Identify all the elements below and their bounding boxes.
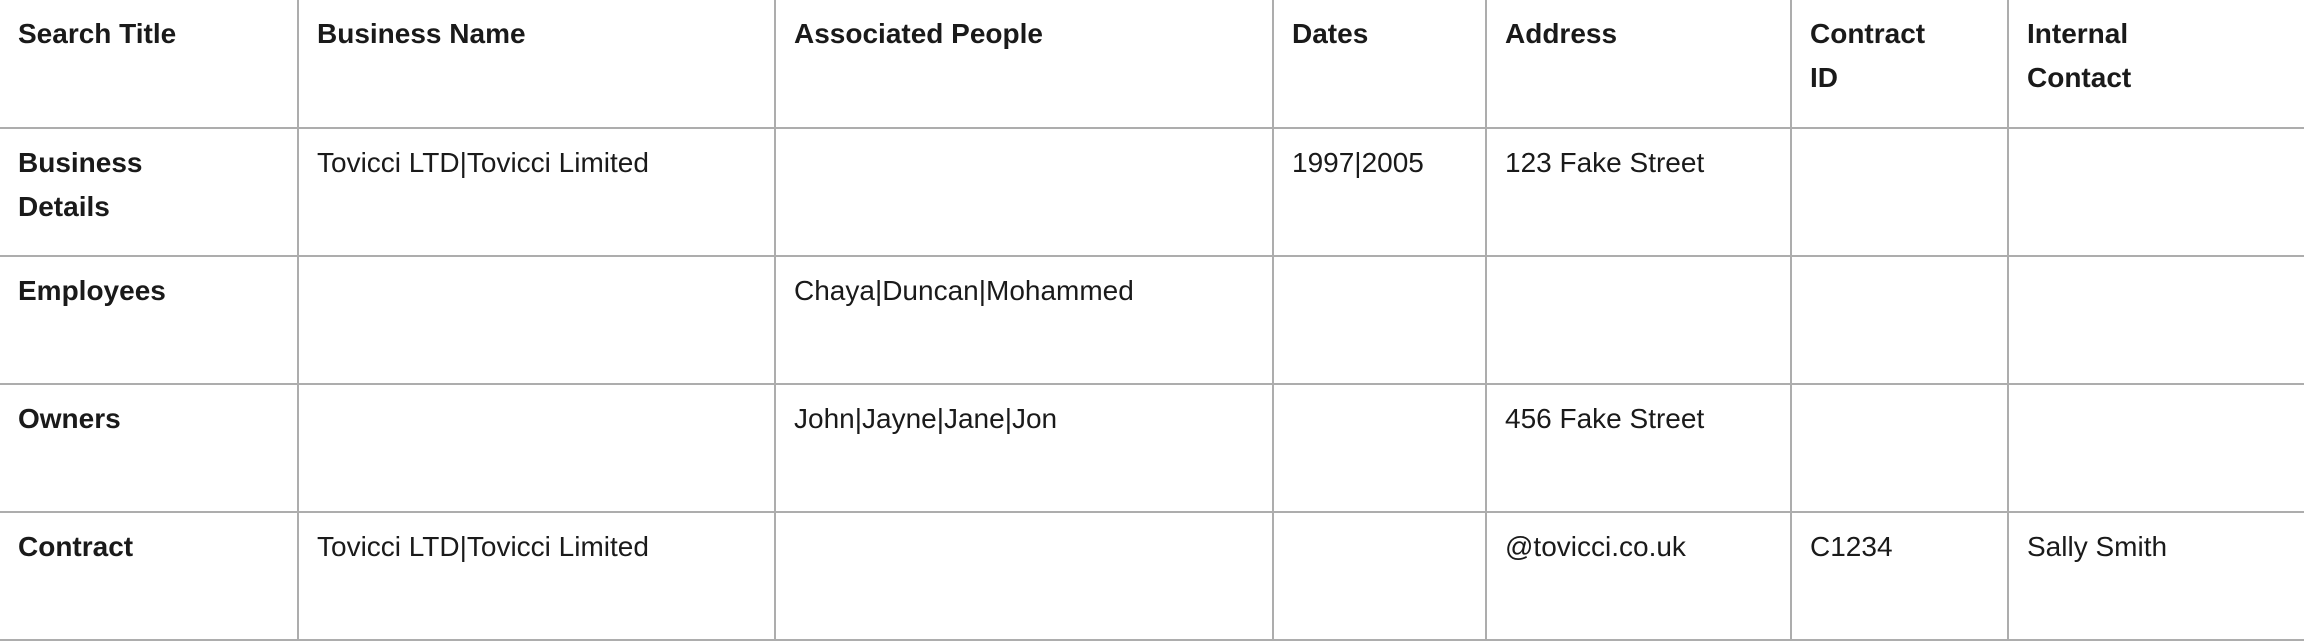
cell-internal-contact (2008, 384, 2304, 513)
cell-contract-id (1791, 384, 2009, 513)
cell-contract-id (1791, 256, 2009, 385)
column-header-internal-contact: Internal Contact (2008, 0, 2304, 129)
cell-address: 123 Fake Street (1486, 128, 1792, 257)
column-header-dates: Dates (1273, 0, 1487, 129)
cell-associated-people (775, 128, 1274, 257)
cell-associated-people: Chaya|Duncan|Mohammed (775, 256, 1274, 385)
table-row: Contract Tovicci LTD|Tovicci Limited @to… (0, 512, 2304, 641)
cell-internal-contact (2008, 128, 2304, 257)
cell-dates (1273, 512, 1487, 641)
cell-internal-contact (2008, 256, 2304, 385)
column-header-search-title: Search Title (0, 0, 299, 129)
cell-business-name: Tovicci LTD|Tovicci Limited (298, 128, 776, 257)
cell-dates: 1997|2005 (1273, 128, 1487, 257)
cell-address (1486, 256, 1792, 385)
column-header-contract-id: Contract ID (1791, 0, 2009, 129)
cell-associated-people: John|Jayne|Jane|Jon (775, 384, 1274, 513)
cell-dates (1273, 256, 1487, 385)
column-header-address: Address (1486, 0, 1792, 129)
cell-address: @tovicci.co.uk (1486, 512, 1792, 641)
table-row: Owners John|Jayne|Jane|Jon 456 Fake Stre… (0, 384, 2304, 513)
table-row: Business Details Tovicci LTD|Tovicci Lim… (0, 128, 2304, 257)
cell-business-name (298, 384, 776, 513)
cell-search-title: Owners (0, 384, 299, 513)
column-header-business-name: Business Name (298, 0, 776, 129)
column-header-associated-people: Associated People (775, 0, 1274, 129)
cell-internal-contact: Sally Smith (2008, 512, 2304, 641)
header-row: Search Title Business Name Associated Pe… (0, 0, 2304, 129)
table-row: Employees Chaya|Duncan|Mohammed (0, 256, 2304, 385)
cell-address: 456 Fake Street (1486, 384, 1792, 513)
cell-business-name (298, 256, 776, 385)
cell-contract-id (1791, 128, 2009, 257)
cell-search-title: Employees (0, 256, 299, 385)
cell-contract-id: C1234 (1791, 512, 2009, 641)
cell-search-title: Business Details (0, 128, 299, 257)
cell-business-name: Tovicci LTD|Tovicci Limited (298, 512, 776, 641)
cell-dates (1273, 384, 1487, 513)
cell-associated-people (775, 512, 1274, 641)
cell-search-title: Contract (0, 512, 299, 641)
